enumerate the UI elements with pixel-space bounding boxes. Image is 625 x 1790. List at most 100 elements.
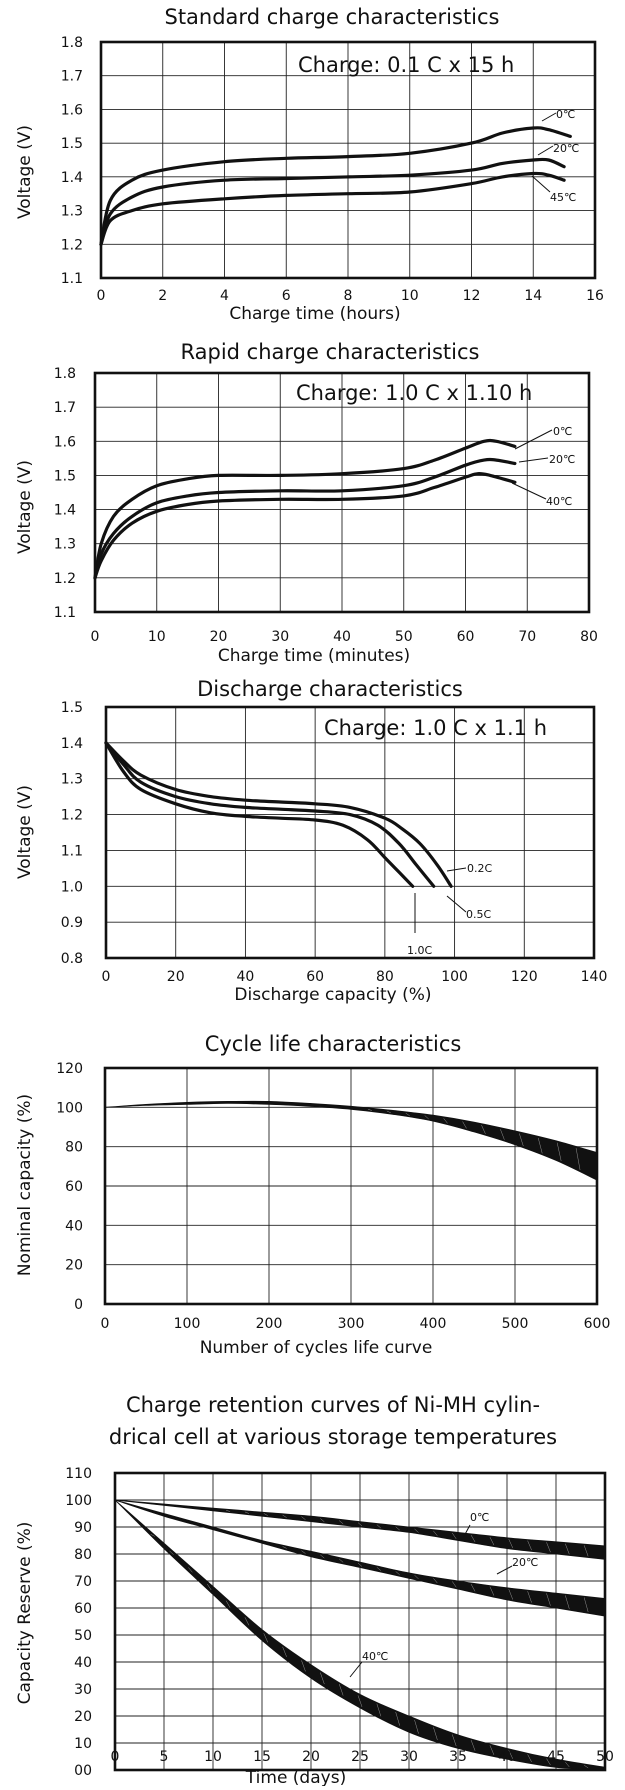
- band-hatch-line: [357, 1695, 363, 1707]
- discharge-title: Discharge characteristics: [197, 677, 463, 701]
- series-leader-0c: [541, 112, 557, 122]
- charge-retention-y-ticks: 00 10 20 30 40 50 60 70 80 90 100 110: [65, 1466, 92, 1779]
- series-line: [104, 741, 453, 888]
- band-hatch-line: [301, 1660, 306, 1672]
- x-tick-label: 40: [237, 969, 255, 985]
- series-line: [93, 472, 517, 580]
- band-hatch-line: [565, 1595, 570, 1609]
- x-tick-label: 8: [344, 288, 353, 304]
- standard-charge-y-ticks: 1.1 1.2 1.3 1.4 1.5 1.6 1.7 1.8: [61, 35, 83, 287]
- band-hatch-line: [508, 1539, 513, 1549]
- standard-charge-title: Standard charge characteristics: [164, 5, 499, 29]
- discharge-x-axis-title: Discharge capacity (%): [234, 985, 431, 1005]
- series-leader-0c: [514, 429, 553, 450]
- charge-retention-title-line-1: Charge retention curves of Ni-MH cylin-: [126, 1393, 540, 1417]
- band-hatch-line: [527, 1540, 532, 1551]
- band-hatch-line: [282, 1646, 287, 1657]
- x-tick-label: 10: [148, 629, 166, 645]
- series-line: [93, 457, 517, 580]
- y-tick-label: 10: [74, 1736, 92, 1752]
- y-tick-label: 1.2: [61, 237, 83, 253]
- y-tick-label: 1.3: [61, 204, 83, 220]
- x-tick-label: 60: [457, 629, 475, 645]
- x-tick-label: 16: [586, 288, 604, 304]
- y-tick-label: 40: [65, 1218, 83, 1234]
- rapid-charge-title: Rapid charge characteristics: [181, 340, 480, 364]
- x-tick-label: 140: [581, 969, 608, 985]
- standard-charge-plot-frame: [99, 40, 597, 280]
- x-tick-label: 10: [401, 288, 419, 304]
- cycle-life-y-ticks: 0 20 40 60 80 100 120: [56, 1061, 83, 1313]
- y-tick-label: 100: [56, 1100, 83, 1116]
- x-tick-label: 50: [395, 629, 413, 645]
- band-hatch-line: [508, 1589, 514, 1600]
- x-tick-label: 20: [302, 1749, 320, 1765]
- x-tick-label: 0: [91, 629, 100, 645]
- cycle-life-x-ticks: 0 100 200 300 400 500 600: [101, 1316, 611, 1332]
- x-tick-label: 30: [400, 1749, 418, 1765]
- y-tick-label: 00: [74, 1763, 92, 1779]
- charge-retention-grid: [115, 1473, 605, 1770]
- band-hatch-line: [414, 1719, 419, 1734]
- rapid-charge-series-labels: 0℃ 20℃ 40℃: [511, 425, 575, 508]
- cycle-life-chart: Cycle life characteristics 0 20 40 60 80 100 1…: [15, 1032, 610, 1358]
- y-tick-label: 1.2: [61, 808, 83, 824]
- band-hatch-line: [414, 1574, 419, 1580]
- x-tick-label: 30: [271, 629, 289, 645]
- x-tick-label: 4: [220, 288, 229, 304]
- band-hatch-line: [583, 1597, 589, 1613]
- y-tick-label: 1.8: [54, 366, 76, 382]
- band-hatch-line: [470, 1739, 476, 1751]
- band-hatch-line: [320, 1518, 325, 1523]
- y-tick-label: 20: [65, 1258, 83, 1274]
- series-band: [104, 1100, 598, 1181]
- standard-charge-x-ticks: 0 2 4 6 8 10 12 14 16: [97, 288, 604, 304]
- series-leader-0-2c: [446, 867, 467, 872]
- x-tick-label: 10: [204, 1749, 222, 1765]
- series-label-0c: 0℃: [556, 108, 575, 121]
- charge-retention-band-labels: 0℃ 20℃ 40℃: [349, 1511, 538, 1678]
- y-tick-label: 1.1: [61, 271, 83, 287]
- y-tick-label: 80: [74, 1547, 92, 1563]
- discharge-chart: Discharge characteristics Charge: 1.0 C …: [15, 677, 607, 1005]
- series-line: [99, 171, 566, 246]
- band-hatch-line: [565, 1761, 570, 1768]
- y-tick-label: 30: [74, 1682, 92, 1698]
- x-tick-label: 25: [351, 1749, 369, 1765]
- y-tick-label: 110: [65, 1466, 92, 1482]
- y-tick-label: 1.5: [61, 136, 83, 152]
- series-line: [99, 157, 566, 246]
- cycle-life-y-axis-title: Nominal capacity (%): [15, 1094, 35, 1276]
- x-tick-label: 6: [282, 288, 291, 304]
- band-hatch-line: [433, 1530, 438, 1536]
- band-hatch-line: [452, 1581, 457, 1588]
- x-tick-label: 70: [518, 629, 536, 645]
- x-tick-label: 500: [502, 1316, 529, 1332]
- band-hatch-line: [583, 1545, 589, 1557]
- x-tick-label: 12: [463, 288, 481, 304]
- discharge-annotation: Charge: 1.0 C x 1.1 h: [324, 716, 547, 740]
- band-hatch-line: [537, 1137, 543, 1154]
- charge-retention-x-axis-title: Time (days): [245, 1768, 346, 1786]
- rapid-charge-y-axis-title: Voltage (V): [15, 460, 35, 554]
- band-hatch-line: [575, 1148, 581, 1171]
- discharge-y-axis-title: Voltage (V): [15, 785, 35, 879]
- band-hatch-line: [169, 1550, 174, 1555]
- x-tick-label: 20: [167, 969, 185, 985]
- band-hatch-line: [395, 1711, 400, 1726]
- x-tick-label: 5: [160, 1749, 169, 1765]
- x-tick-label: 0: [97, 288, 106, 304]
- y-tick-label: 1.3: [54, 537, 76, 553]
- band-hatch-line: [395, 1571, 400, 1575]
- discharge-plot-frame: [104, 705, 596, 960]
- band-hatch-line: [546, 1593, 551, 1606]
- band-hatch-line: [405, 1112, 410, 1117]
- x-tick-label: 20: [210, 629, 228, 645]
- band-hatch-line: [301, 1550, 306, 1554]
- charge-retention-plot-frame: [113, 1471, 607, 1772]
- y-tick-label: 1.5: [54, 468, 76, 484]
- band-hatch-line: [386, 1110, 391, 1114]
- band-hatch-line: [519, 1133, 524, 1147]
- y-tick-label: 1.4: [54, 503, 76, 519]
- band-hatch-line: [150, 1534, 155, 1537]
